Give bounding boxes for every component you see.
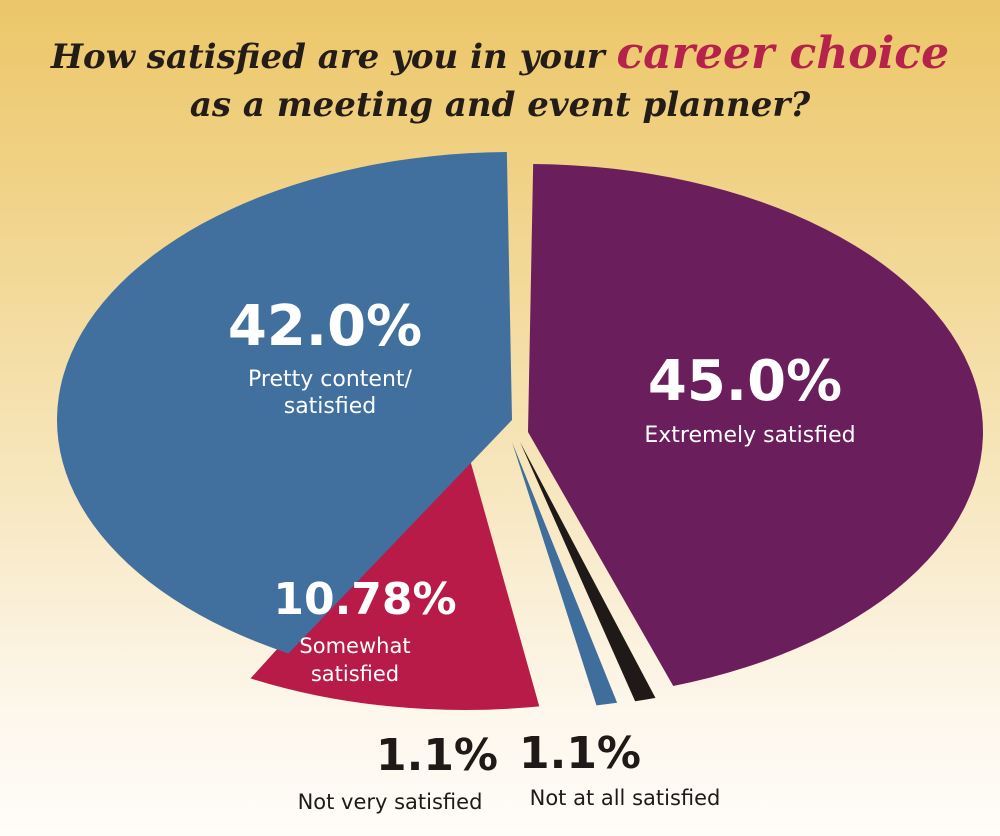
title-accent: career choice [616,28,950,79]
chart-title: How satisfied are you in your career cho… [0,28,1000,126]
slice-label-somewhat-satisfied: Somewhat satisfied [299,634,410,686]
slice-label-extremely-satisfied: Extremely satisfied [644,423,855,448]
pie-slice-not-at-all-satisfied [520,442,656,702]
slice-label-not-at-all-satisfied: Not at all satisfied [530,786,721,810]
slice-value-not-at-all-satisfied: 1.1% [519,728,641,779]
pie-slice-pretty-content-satisfied [57,152,513,654]
slice-label-not-very-satisfied: Not very satisfied [298,790,483,814]
title-line-1: How satisfied are you in your career cho… [0,28,1000,81]
title-line-2: as a meeting and event planner? [189,84,811,125]
pie-slice-not-very-satisfied [512,442,618,706]
slice-label-pretty-content-satisfied: Pretty content/satisfied [248,367,412,419]
slice-value-extremely-satisfied: 45.0% [648,349,842,414]
slice-value-pretty-content-satisfied: 42.0% [228,294,422,359]
pie-slice-extremely-satisfied [528,164,983,686]
title-text: How satisfied are you in your [50,37,605,77]
pie-slice-somewhat-satisfied [250,442,540,710]
slice-value-somewhat-satisfied: 10.78% [273,574,456,625]
slice-value-not-very-satisfied: 1.1% [376,730,498,781]
